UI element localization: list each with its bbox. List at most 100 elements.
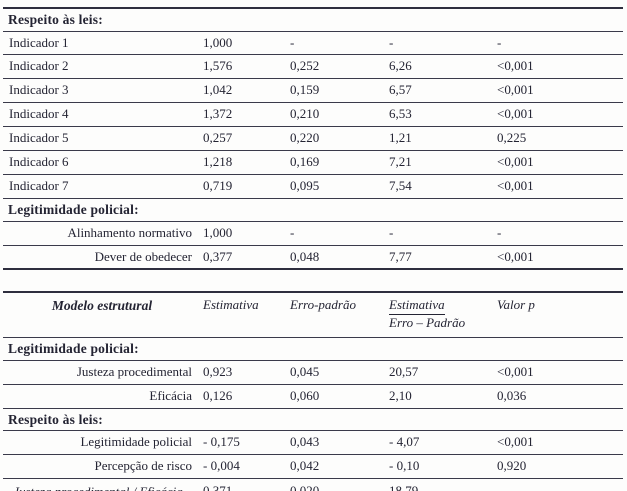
p-value-cell: -: [493, 31, 623, 56]
ratio-cell: 6,57: [385, 78, 493, 104]
estimate-cell: 1,000: [199, 31, 286, 56]
estimate-cell: 0,923: [199, 360, 286, 385]
row-label: Legitimidade policial: [3, 430, 199, 456]
ratio-cell: 7,54: [385, 174, 493, 200]
std-error-cell: 0,159: [286, 78, 385, 104]
section-header-legitimidade-policial: Legitimidade policial:: [3, 198, 623, 222]
measurement-model-table: Respeito às leis: Indicador 1 1,000 - - …: [3, 7, 623, 271]
section-header-respeito-as-leis-2: Respeito às leis:: [3, 408, 623, 432]
std-error-cell: -: [286, 31, 385, 56]
estimate-cell: 0,126: [199, 384, 286, 409]
col-header-std-error: Erro-padrão: [286, 292, 385, 339]
std-error-cell: 0,042: [286, 454, 385, 480]
estimate-cell: 0,257: [199, 126, 286, 152]
ratio-cell: - 4,07: [385, 430, 493, 456]
std-error-cell: 0,169: [286, 150, 385, 176]
p-value-cell: <0,001: [493, 245, 623, 270]
ratio-cell: -: [385, 221, 493, 246]
ratio-cell: -: [385, 31, 493, 56]
table-row-indicador-2: Indicador 2 1,576 0,252 6,26 <0,001: [3, 54, 623, 80]
estimate-cell: 1,000: [199, 221, 286, 246]
row-label: Indicador 3: [3, 78, 199, 104]
ratio-numerator: Estimativa: [389, 298, 445, 316]
p-value-cell: <0,001: [493, 430, 623, 456]
table-row-covariancia: Justeza procedimental / Eficácia (covari…: [3, 479, 623, 491]
std-error-cell: -: [286, 221, 385, 246]
ratio-cell: 2,10: [385, 384, 493, 409]
estimate-cell: - 0,004: [199, 454, 286, 480]
row-label: Eficácia: [3, 384, 199, 409]
col-header-estimate: Estimativa: [199, 292, 286, 339]
ratio-cell: 18,79: [389, 483, 419, 491]
col-header-ratio: Estimativa Erro – Padrão: [385, 292, 493, 339]
std-error-cell: 0,020: [290, 483, 320, 491]
std-error-cell: 0,095: [286, 174, 385, 200]
estimate-cell: 1,042: [199, 78, 286, 104]
section-header-respeito-as-leis: Respeito às leis:: [3, 8, 623, 32]
ratio-cell: - 0,10: [385, 454, 493, 480]
estimate-cell: 1,576: [199, 54, 286, 80]
p-value-cell: <0,001: [493, 174, 623, 200]
ratio-cell: 20,57: [385, 360, 493, 385]
p-value-cell: -: [493, 221, 623, 246]
table-row-percepcao-de-risco: Percepção de risco - 0,004 0,042 - 0,10 …: [3, 454, 623, 480]
ratio-denominator: Erro – Padrão: [389, 315, 466, 331]
section-title: Respeito às leis:: [3, 408, 623, 432]
table-row-indicador-3: Indicador 3 1,042 0,159 6,57 <0,001: [3, 78, 623, 104]
table-row-indicador-7: Indicador 7 0,719 0,095 7,54 <0,001: [3, 174, 623, 200]
estimate-cell: 0,371: [203, 483, 233, 491]
col-header-p: Valor p: [493, 292, 623, 339]
p-value-cell: <0,001: [493, 78, 623, 104]
ratio-cell: 6,26: [385, 54, 493, 80]
std-error-cell: 0,252: [286, 54, 385, 80]
row-label: Indicador 6: [3, 150, 199, 176]
row-label: Justeza procedimental: [3, 360, 199, 385]
std-error-cell: 0,220: [286, 126, 385, 152]
section-title: Respeito às leis:: [3, 8, 623, 32]
std-error-cell: 0,045: [286, 360, 385, 385]
table-row-indicador-6: Indicador 6 1,218 0,169 7,21 <0,001: [3, 150, 623, 176]
p-value-cell: <0,001: [493, 150, 623, 176]
row-label: Indicador 4: [3, 102, 199, 128]
section-title: Legitimidade policial:: [3, 198, 623, 222]
estimate-cell: - 0,175: [199, 430, 286, 456]
p-value-cell: <0,001: [493, 54, 623, 80]
std-error-cell: 0,210: [286, 102, 385, 128]
p-value-cell: 0,225: [493, 126, 623, 152]
row-label: Indicador 7: [3, 174, 199, 200]
table-row-indicador-4: Indicador 4 1,372 0,210 6,53 <0,001: [3, 102, 623, 128]
row-label: Percepção de risco: [3, 454, 199, 480]
section-title: Legitimidade policial:: [3, 337, 623, 361]
p-value-cell: 0,920: [493, 454, 623, 480]
std-error-cell: 0,060: [286, 384, 385, 409]
table-row-alinhamento-normativo: Alinhamento normativo 1,000 - - -: [3, 221, 623, 246]
row-label: Indicador 1: [3, 31, 199, 56]
estimate-cell: 1,218: [199, 150, 286, 176]
table-row-dever-de-obedecer: Dever de obedecer 0,377 0,048 7,77 <0,00…: [3, 245, 623, 270]
estimate-cell: 0,377: [199, 245, 286, 270]
table-row-legitimidade-policial: Legitimidade policial - 0,175 0,043 - 4,…: [3, 430, 623, 456]
row-label: Indicador 5: [3, 126, 199, 152]
p-value-cell: <0,001: [493, 360, 623, 385]
p-value-cell: 0,036: [493, 384, 623, 409]
section-header-legitimidade-policial-2: Legitimidade policial:: [3, 337, 623, 361]
ratio-cell: 7,21: [385, 150, 493, 176]
std-error-cell: 0,043: [286, 430, 385, 456]
ratio-cell: 6,53: [385, 102, 493, 128]
row-label: Justeza procedimental / Eficácia (covari…: [3, 479, 199, 491]
covariance-label-line1: Justeza procedimental / Eficácia: [13, 484, 183, 491]
row-label: Alinhamento normativo: [3, 221, 199, 246]
ratio-cell: 1,21: [385, 126, 493, 152]
table-row-eficacia: Eficácia 0,126 0,060 2,10 0,036: [3, 384, 623, 409]
estimate-cell: 0,719: [199, 174, 286, 200]
structural-table-header-row: Modelo estrutural Estimativa Erro-padrão…: [3, 292, 623, 339]
estimate-cell: 1,372: [199, 102, 286, 128]
table-row-indicador-5: Indicador 5 0,257 0,220 1,21 0,225: [3, 126, 623, 152]
row-label: Dever de obedecer: [3, 245, 199, 270]
structural-model-table: Modelo estrutural Estimativa Erro-padrão…: [3, 291, 623, 491]
p-value-cell: <0,001: [493, 102, 623, 128]
table-row-justeza-procedimental: Justeza procedimental 0,923 0,045 20,57 …: [3, 360, 623, 385]
p-value-cell: [493, 479, 623, 491]
row-label: Indicador 2: [3, 54, 199, 80]
col-header-model: Modelo estrutural: [3, 292, 199, 339]
